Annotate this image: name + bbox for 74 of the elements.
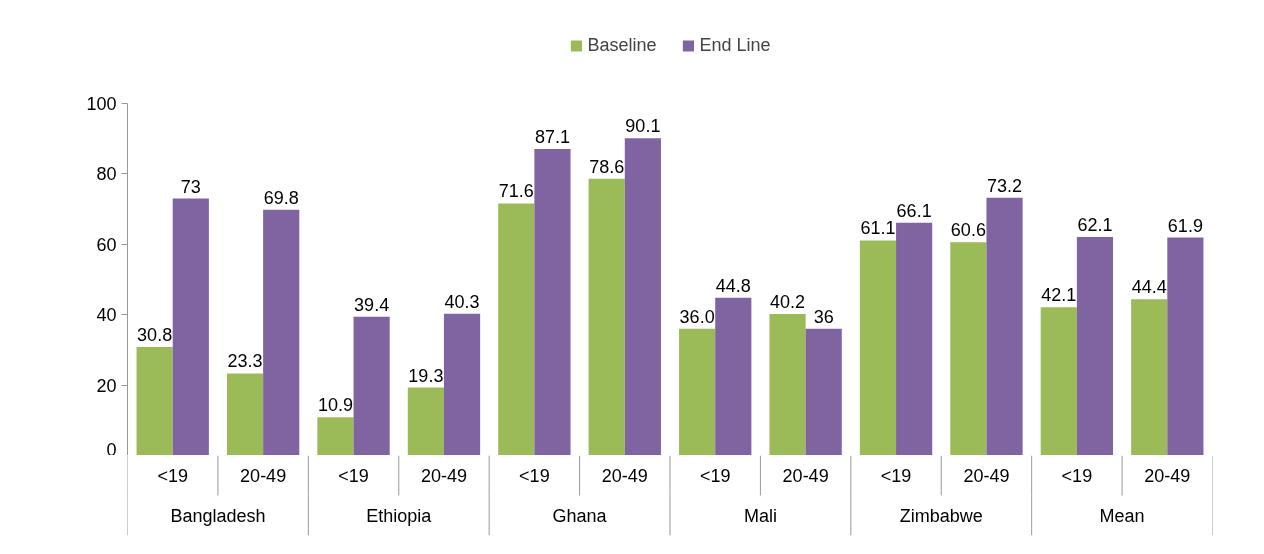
bar — [498, 203, 535, 455]
bar — [624, 138, 661, 455]
bar — [407, 387, 444, 455]
data-label: 62.1 — [1077, 214, 1113, 235]
legend-label: Baseline — [587, 34, 657, 56]
data-label: 71.6 — [498, 181, 534, 202]
y-tick-label: 60 — [96, 234, 117, 255]
data-label: 78.6 — [589, 156, 625, 177]
bar — [715, 297, 752, 455]
y-tick-label: 20 — [96, 375, 117, 396]
y-tick-label: 40 — [96, 305, 117, 326]
bar — [263, 209, 300, 455]
bar — [950, 242, 987, 455]
data-label: 36.0 — [679, 306, 715, 327]
data-label: 90.1 — [625, 116, 661, 137]
bar — [1076, 236, 1114, 455]
bar — [136, 347, 173, 455]
data-label: 40.3 — [444, 291, 480, 312]
bar — [986, 197, 1023, 455]
x-tick-label: 20-49 — [240, 466, 287, 486]
x-tick-label: 20-49 — [1144, 466, 1191, 486]
data-label: 10.9 — [317, 395, 353, 416]
x-tick-label: <19 — [880, 465, 912, 486]
x-tick-label: 20-49 — [963, 466, 1010, 486]
text: Ethiopia — [366, 505, 433, 526]
data-label: 73 — [180, 176, 201, 197]
bar — [859, 240, 897, 455]
bar — [1131, 299, 1168, 455]
text: Bangladesh — [170, 505, 266, 526]
bar — [172, 198, 209, 455]
bar — [353, 316, 390, 455]
data-label: 69.8 — [263, 187, 299, 208]
bar — [769, 314, 806, 455]
x-tick-label: <19 — [699, 465, 731, 486]
data-label: 23.3 — [227, 351, 263, 372]
bar — [226, 373, 264, 455]
x-tick-label: <19 — [157, 465, 188, 486]
data-label: 42.1 — [1041, 285, 1077, 306]
text: Mali — [743, 505, 777, 526]
data-label: 40.2 — [770, 292, 806, 312]
bar — [534, 148, 571, 455]
text: Zimbabwe — [899, 505, 983, 526]
bar — [805, 328, 842, 455]
data-label: 61.9 — [1167, 215, 1203, 236]
data-label: 73.2 — [987, 175, 1023, 196]
data-label: 60.6 — [950, 220, 986, 241]
x-tick-label: 20-49 — [601, 466, 648, 486]
data-label: 39.4 — [354, 294, 390, 315]
text: Mean — [1099, 505, 1145, 526]
bar — [1167, 237, 1204, 455]
bar — [588, 178, 625, 455]
bar — [317, 417, 354, 455]
y-tick-label: 100 — [86, 94, 117, 114]
bar — [443, 313, 481, 455]
bar — [679, 328, 716, 455]
data-label: 19.3 — [408, 365, 444, 386]
x-tick-label: <19 — [338, 465, 369, 486]
x-tick-label: <19 — [519, 465, 550, 486]
x-tick-label: 20-49 — [420, 466, 467, 486]
y-tick-label: 0 — [106, 439, 117, 460]
data-label: 30.8 — [137, 325, 173, 346]
data-label: 87.1 — [534, 126, 570, 147]
x-tick-label: <19 — [1061, 465, 1093, 486]
data-label: 44.8 — [715, 275, 751, 296]
bar — [1040, 307, 1077, 455]
x-tick-label: 20-49 — [782, 466, 829, 486]
text: Ghana — [552, 505, 608, 526]
data-label: 61.1 — [860, 218, 896, 239]
data-label: 44.4 — [1131, 277, 1167, 298]
data-label: 36 — [813, 306, 834, 327]
data-label: 66.1 — [896, 200, 932, 221]
y-tick-label: 80 — [96, 164, 117, 185]
legend-label: End Line — [699, 34, 771, 56]
bar — [896, 222, 933, 455]
